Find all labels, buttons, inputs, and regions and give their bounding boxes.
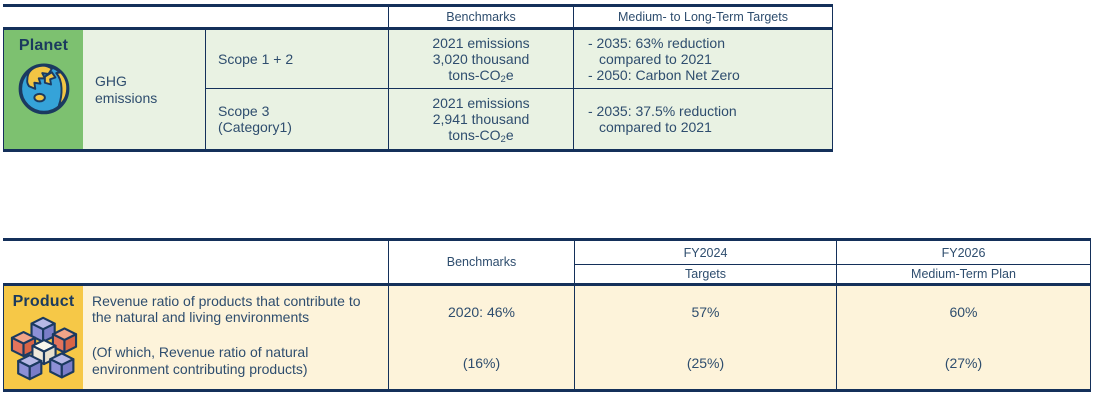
globe-icon — [18, 63, 69, 115]
product-benchmark-cell: 2020: 46% (16%) — [388, 286, 574, 389]
product-fy2026-cell: 60% (27%) — [836, 286, 1091, 389]
fy2024-header-label: FY2024 — [683, 245, 728, 260]
fy2024-secondary-value: (25%) — [686, 355, 725, 372]
product-header-targets: Targets — [574, 264, 836, 286]
planet-emissions-table: Benchmarks Medium- to Long-Term Targets … — [3, 4, 833, 152]
description-secondary: (Of which, Revenue ratio of natural envi… — [92, 344, 309, 377]
target-line: - 2035: 63% reduction — [588, 34, 725, 51]
benchmark-primary-value: 2020: 46% — [448, 303, 515, 320]
scope-1-2-cell: Scope 1 + 2 — [205, 30, 388, 88]
fy2026-secondary-value: (27%) — [944, 355, 983, 372]
cubes-icon — [10, 316, 77, 381]
benchmarks-header-label: Benchmarks — [446, 10, 516, 24]
targets-scope3-cell: - 2035: 37.5% reduction compared to 2021 — [573, 88, 833, 149]
planet-header-targets: Medium- to Long-Term Targets — [573, 7, 833, 30]
scope-3-cell: Scope 3 (Category1) — [205, 88, 388, 149]
product-header-benchmarks: Benchmarks — [388, 241, 574, 286]
product-description-cell: Revenue ratio of products that contribut… — [83, 286, 388, 389]
description-primary: Revenue ratio of products that contribut… — [92, 293, 361, 326]
benchmark-scope12-cell: 2021 emissions 3,020 thousand tons-CO2e — [388, 30, 573, 88]
product-category-cell: Product — [3, 286, 83, 389]
cube-bottom-right-purple — [48, 352, 74, 379]
product-header-fy2024: FY2024 — [574, 241, 836, 264]
planet-category-label: Planet — [18, 37, 69, 54]
benchmark-scope12-lines: 2021 emissions 3,020 thousand — [432, 34, 530, 67]
target-line: compared to 2021 — [599, 119, 712, 135]
medium-term-plan-subheader-label: Medium-Term Plan — [911, 267, 1016, 281]
cube-top-purple — [29, 316, 56, 343]
product-category-label: Product — [12, 293, 75, 310]
metric-ghg-emissions: GHG emissions — [83, 30, 205, 149]
benchmark-scope3-lines: 2021 emissions 2,941 thousand — [432, 94, 530, 127]
cube-center-white — [30, 338, 57, 366]
product-header-spacer — [3, 241, 388, 286]
targets-scope12-cell: - 2035: 63% reduction compared to 2021 -… — [573, 30, 833, 88]
targets-subheader-label: Targets — [685, 267, 726, 281]
planet-header-benchmarks: Benchmarks — [388, 7, 573, 30]
benchmark-scope12-unit: tons-CO2e — [448, 67, 514, 86]
planet-category-cell: Planet — [3, 30, 83, 149]
cube-bottom-left-purple — [16, 354, 42, 381]
product-header-fy2026: FY2026 — [836, 241, 1091, 264]
product-header-medium-term-plan: Medium-Term Plan — [836, 264, 1091, 286]
target-line: compared to 2021 — [599, 50, 712, 67]
planet-header-spacer — [3, 7, 388, 30]
benchmark-secondary-value: (16%) — [462, 355, 501, 372]
targets-header-label: Medium- to Long-Term Targets — [618, 10, 788, 24]
benchmarks-header-label: Benchmarks — [446, 255, 517, 269]
target-line: - 2050: Carbon Net Zero — [588, 67, 740, 84]
target-line: - 2035: 37.5% reduction — [588, 102, 737, 119]
benchmark-scope3-unit: tons-CO2e — [448, 127, 514, 146]
fy2026-primary-value: 60% — [949, 303, 978, 320]
benchmark-scope3-cell: 2021 emissions 2,941 thousand tons-CO2e — [388, 88, 573, 149]
product-fy2024-cell: 57% (25%) — [574, 286, 836, 389]
fy2026-header-label: FY2026 — [941, 245, 986, 260]
fy2024-primary-value: 57% — [691, 303, 720, 320]
cube-left-orange — [10, 330, 36, 358]
product-revenue-table: Benchmarks FY2024 FY2026 Targets Medium-… — [3, 238, 1091, 392]
